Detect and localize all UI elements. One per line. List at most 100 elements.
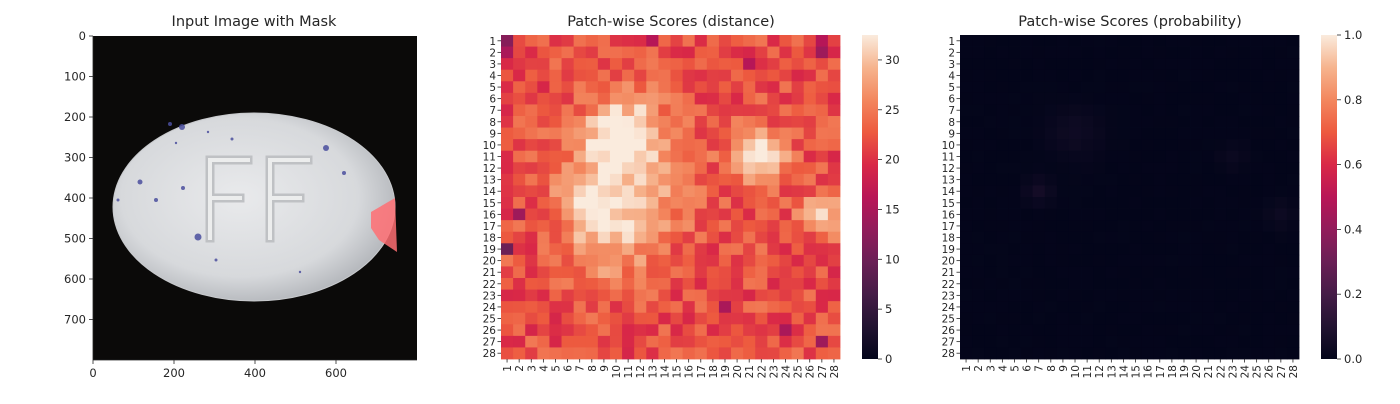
- probability-cell: [1044, 69, 1058, 82]
- distance-cell: [597, 139, 611, 152]
- distance-cell: [634, 162, 647, 175]
- distance-row-label: 2: [489, 47, 496, 59]
- distance-cell: [731, 139, 744, 152]
- probability-cell: [1105, 220, 1118, 233]
- probability-cell: [960, 150, 973, 163]
- distance-cell: [609, 243, 623, 256]
- probability-cell: [1056, 104, 1070, 117]
- probability-cell: [1093, 173, 1106, 186]
- distance-cell: [706, 278, 720, 290]
- distance-cell: [561, 185, 575, 198]
- distance-cell: [670, 150, 684, 163]
- distance-cell: [573, 197, 587, 209]
- distance-cell: [634, 116, 647, 128]
- distance-cell: [827, 58, 841, 71]
- distance-cell: [501, 69, 514, 82]
- probability-cell: [996, 69, 1009, 82]
- probability-cell: [1105, 104, 1118, 117]
- probability-cell: [1274, 92, 1288, 105]
- distance-cell: [803, 162, 817, 175]
- distance-cell: [694, 312, 708, 325]
- probability-cell: [1141, 162, 1155, 175]
- distance-cell: [549, 312, 562, 325]
- probability-cell: [1190, 301, 1203, 314]
- distance-cell: [658, 197, 671, 209]
- probability-cell: [996, 81, 1009, 94]
- distance-cell: [646, 266, 659, 279]
- probability-cell: [1153, 254, 1167, 267]
- distance-cell: [622, 139, 635, 152]
- probability-cell: [1068, 92, 1082, 105]
- distance-cell: [525, 150, 538, 163]
- probability-cell: [1117, 69, 1130, 82]
- distance-cell: [525, 197, 538, 209]
- distance-cell: [670, 116, 684, 128]
- probability-cell: [1262, 243, 1276, 256]
- probability-cell: [1286, 208, 1300, 221]
- probability-cell: [1020, 173, 1034, 186]
- probability-cell: [1129, 266, 1143, 279]
- distance-cell: [549, 139, 562, 152]
- distance-col-label: 4: [538, 365, 550, 372]
- distance-cell: [646, 197, 659, 209]
- distance-cell: [549, 104, 562, 117]
- probability-cell: [1068, 116, 1082, 128]
- distance-cell: [706, 185, 720, 198]
- probability-cell: [1068, 127, 1082, 140]
- distance-cell: [549, 335, 562, 348]
- distance-cell: [694, 104, 708, 117]
- probability-cell: [1286, 347, 1300, 360]
- probability-cell: [1081, 150, 1094, 163]
- distance-row-label: 16: [483, 209, 497, 221]
- distance-cell: [622, 335, 635, 348]
- probability-cell: [1177, 208, 1191, 221]
- probability-cell: [1177, 35, 1191, 47]
- probability-cell: [1020, 185, 1034, 198]
- distance-cell: [706, 335, 720, 348]
- distance-cell: [501, 173, 514, 186]
- probability-cell: [1093, 312, 1106, 325]
- probability-cell: [1262, 197, 1276, 209]
- probability-row-label: 28: [942, 348, 955, 360]
- distance-cell: [501, 92, 514, 105]
- probability-cell: [1165, 254, 1179, 267]
- probability-cell: [1141, 347, 1155, 360]
- distance-cell: [658, 150, 671, 163]
- distance-cell: [682, 347, 696, 360]
- probability-cell: [1274, 116, 1288, 128]
- probability-cell: [1117, 92, 1130, 105]
- distance-row-label: 10: [483, 140, 496, 152]
- probability-cell: [984, 69, 997, 82]
- distance-cell: [573, 231, 587, 244]
- distance-cell: [706, 127, 720, 140]
- distance-cell: [731, 301, 744, 314]
- probability-row-label: 17: [942, 221, 955, 233]
- distance-cell: [501, 266, 514, 279]
- probability-cell: [1020, 243, 1034, 256]
- probability-cell: [1020, 289, 1034, 302]
- probability-cell: [1093, 127, 1106, 140]
- probability-cell: [1093, 81, 1106, 94]
- probability-cell: [1202, 335, 1215, 348]
- probability-cell: [1214, 254, 1227, 267]
- distance-cell: [682, 92, 696, 105]
- probability-cell: [1286, 289, 1300, 302]
- distance-cell: [803, 278, 817, 290]
- probability-cell: [1068, 289, 1082, 302]
- distance-cell: [537, 301, 550, 314]
- image-y-tick-label: 700: [64, 313, 86, 327]
- probability-col-label: 14: [1118, 365, 1130, 379]
- distance-cell: [718, 104, 732, 117]
- distance-cell: [827, 150, 841, 163]
- probability-cell: [1226, 92, 1239, 105]
- probability-cell: [1250, 92, 1264, 105]
- probability-cell: [1056, 46, 1070, 59]
- distance-cell: [501, 46, 514, 59]
- distance-cell: [549, 35, 562, 47]
- distance-cell: [670, 173, 684, 186]
- distance-cell: [743, 139, 756, 152]
- probability-cell: [1202, 312, 1215, 325]
- distance-cell: [694, 69, 708, 82]
- distance-cell: [573, 150, 587, 163]
- probability-cell: [1153, 150, 1167, 163]
